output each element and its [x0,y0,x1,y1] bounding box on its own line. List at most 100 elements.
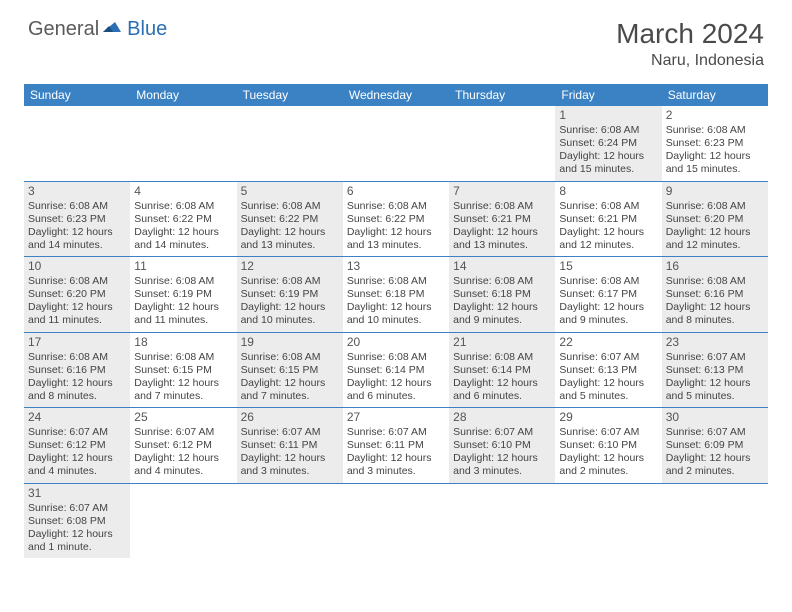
day-sunset: Sunset: 6:23 PM [28,213,126,226]
day-daylight1: Daylight: 12 hours [453,377,551,390]
day-cell: 29Sunrise: 6:07 AMSunset: 6:10 PMDayligh… [555,408,661,483]
day-cell: 18Sunrise: 6:08 AMSunset: 6:15 PMDayligh… [130,333,236,408]
day-daylight2: and 3 minutes. [453,465,551,478]
day-daylight2: and 13 minutes. [241,239,339,252]
day-sunrise: Sunrise: 6:07 AM [28,502,126,515]
day-number: 7 [453,184,551,199]
day-sunrise: Sunrise: 6:08 AM [28,200,126,213]
day-cell-blank [130,484,236,559]
day-sunset: Sunset: 6:15 PM [241,364,339,377]
day-sunrise: Sunrise: 6:08 AM [453,351,551,364]
day-number: 23 [666,335,764,350]
day-sunrise: Sunrise: 6:07 AM [134,426,232,439]
day-number: 26 [241,410,339,425]
day-sunrise: Sunrise: 6:08 AM [28,275,126,288]
day-daylight2: and 9 minutes. [453,314,551,327]
day-sunset: Sunset: 6:23 PM [666,137,764,150]
day-daylight2: and 1 minute. [28,541,126,554]
day-cell-blank [343,484,449,559]
day-number: 5 [241,184,339,199]
day-sunset: Sunset: 6:14 PM [453,364,551,377]
dow-cell: Wednesday [343,84,449,106]
week-row: 10Sunrise: 6:08 AMSunset: 6:20 PMDayligh… [24,257,768,333]
day-daylight1: Daylight: 12 hours [241,452,339,465]
day-cell-blank [449,484,555,559]
day-daylight2: and 9 minutes. [559,314,657,327]
day-cell: 14Sunrise: 6:08 AMSunset: 6:18 PMDayligh… [449,257,555,332]
day-cell-blank [24,106,130,181]
day-daylight1: Daylight: 12 hours [666,150,764,163]
day-sunrise: Sunrise: 6:08 AM [134,275,232,288]
day-sunset: Sunset: 6:22 PM [347,213,445,226]
day-daylight1: Daylight: 12 hours [28,301,126,314]
day-daylight2: and 11 minutes. [28,314,126,327]
day-sunrise: Sunrise: 6:08 AM [347,275,445,288]
day-daylight1: Daylight: 12 hours [241,377,339,390]
day-cell-blank [662,484,768,559]
day-daylight1: Daylight: 12 hours [28,226,126,239]
day-daylight2: and 10 minutes. [241,314,339,327]
day-cell: 31Sunrise: 6:07 AMSunset: 6:08 PMDayligh… [24,484,130,559]
day-sunrise: Sunrise: 6:08 AM [347,200,445,213]
day-cell-blank [449,106,555,181]
days-of-week-row: SundayMondayTuesdayWednesdayThursdayFrid… [24,84,768,106]
day-sunrise: Sunrise: 6:07 AM [666,351,764,364]
day-cell: 3Sunrise: 6:08 AMSunset: 6:23 PMDaylight… [24,182,130,257]
day-daylight1: Daylight: 12 hours [134,301,232,314]
day-cell: 25Sunrise: 6:07 AMSunset: 6:12 PMDayligh… [130,408,236,483]
day-sunrise: Sunrise: 6:08 AM [559,124,657,137]
day-cell: 7Sunrise: 6:08 AMSunset: 6:21 PMDaylight… [449,182,555,257]
day-number: 9 [666,184,764,199]
day-sunset: Sunset: 6:12 PM [28,439,126,452]
day-cell-blank [130,106,236,181]
day-sunset: Sunset: 6:19 PM [134,288,232,301]
day-daylight1: Daylight: 12 hours [347,377,445,390]
day-daylight2: and 12 minutes. [559,239,657,252]
day-cell: 26Sunrise: 6:07 AMSunset: 6:11 PMDayligh… [237,408,343,483]
day-cell: 16Sunrise: 6:08 AMSunset: 6:16 PMDayligh… [662,257,768,332]
day-cell: 1Sunrise: 6:08 AMSunset: 6:24 PMDaylight… [555,106,661,181]
day-number: 27 [347,410,445,425]
title-block: March 2024 Naru, Indonesia [616,18,764,70]
day-daylight1: Daylight: 12 hours [134,452,232,465]
logo-text-blue: Blue [127,18,167,41]
day-sunset: Sunset: 6:18 PM [453,288,551,301]
day-daylight2: and 8 minutes. [28,390,126,403]
day-number: 15 [559,259,657,274]
day-daylight1: Daylight: 12 hours [559,301,657,314]
day-daylight2: and 3 minutes. [347,465,445,478]
day-cell-blank [237,106,343,181]
day-sunset: Sunset: 6:18 PM [347,288,445,301]
day-cell: 9Sunrise: 6:08 AMSunset: 6:20 PMDaylight… [662,182,768,257]
day-cell: 24Sunrise: 6:07 AMSunset: 6:12 PMDayligh… [24,408,130,483]
day-number: 22 [559,335,657,350]
day-sunset: Sunset: 6:21 PM [559,213,657,226]
dow-cell: Thursday [449,84,555,106]
day-number: 4 [134,184,232,199]
day-sunrise: Sunrise: 6:08 AM [241,275,339,288]
day-daylight1: Daylight: 12 hours [559,226,657,239]
day-sunrise: Sunrise: 6:08 AM [134,351,232,364]
day-number: 31 [28,486,126,501]
day-sunrise: Sunrise: 6:07 AM [241,426,339,439]
day-daylight2: and 13 minutes. [453,239,551,252]
day-cell: 5Sunrise: 6:08 AMSunset: 6:22 PMDaylight… [237,182,343,257]
location: Naru, Indonesia [616,52,764,70]
day-cell: 27Sunrise: 6:07 AMSunset: 6:11 PMDayligh… [343,408,449,483]
day-cell-blank [555,484,661,559]
week-row: 24Sunrise: 6:07 AMSunset: 6:12 PMDayligh… [24,408,768,484]
day-daylight2: and 7 minutes. [134,390,232,403]
day-daylight2: and 3 minutes. [241,465,339,478]
day-cell: 22Sunrise: 6:07 AMSunset: 6:13 PMDayligh… [555,333,661,408]
day-cell-blank [343,106,449,181]
day-number: 8 [559,184,657,199]
month-title: March 2024 [616,18,764,50]
day-sunset: Sunset: 6:19 PM [241,288,339,301]
day-number: 10 [28,259,126,274]
day-daylight2: and 14 minutes. [28,239,126,252]
day-daylight1: Daylight: 12 hours [28,377,126,390]
day-sunrise: Sunrise: 6:08 AM [559,200,657,213]
day-daylight1: Daylight: 12 hours [453,226,551,239]
day-cell: 6Sunrise: 6:08 AMSunset: 6:22 PMDaylight… [343,182,449,257]
day-daylight1: Daylight: 12 hours [453,452,551,465]
